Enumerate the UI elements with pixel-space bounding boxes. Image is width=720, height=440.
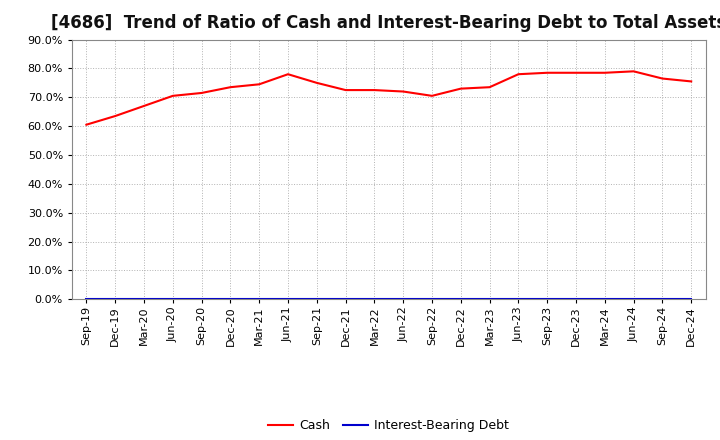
Cash	[226, 84, 235, 90]
Legend: Cash, Interest-Bearing Debt: Cash, Interest-Bearing Debt	[264, 414, 514, 437]
Interest-Bearing Debt	[284, 297, 292, 302]
Interest-Bearing Debt	[456, 297, 465, 302]
Cash	[572, 70, 580, 75]
Interest-Bearing Debt	[600, 297, 609, 302]
Interest-Bearing Debt	[370, 297, 379, 302]
Interest-Bearing Debt	[572, 297, 580, 302]
Cash	[687, 79, 696, 84]
Title: [4686]  Trend of Ratio of Cash and Interest-Bearing Debt to Total Assets: [4686] Trend of Ratio of Cash and Intere…	[51, 15, 720, 33]
Cash	[168, 93, 177, 99]
Cash	[284, 72, 292, 77]
Cash	[140, 103, 148, 109]
Cash	[197, 90, 206, 95]
Interest-Bearing Debt	[140, 297, 148, 302]
Cash	[370, 88, 379, 93]
Interest-Bearing Debt	[514, 297, 523, 302]
Cash	[658, 76, 667, 81]
Cash	[629, 69, 638, 74]
Interest-Bearing Debt	[629, 297, 638, 302]
Interest-Bearing Debt	[428, 297, 436, 302]
Cash	[600, 70, 609, 75]
Cash	[485, 84, 494, 90]
Cash	[111, 114, 120, 119]
Interest-Bearing Debt	[168, 297, 177, 302]
Interest-Bearing Debt	[197, 297, 206, 302]
Interest-Bearing Debt	[485, 297, 494, 302]
Cash	[543, 70, 552, 75]
Interest-Bearing Debt	[399, 297, 408, 302]
Interest-Bearing Debt	[341, 297, 350, 302]
Interest-Bearing Debt	[687, 297, 696, 302]
Cash	[312, 80, 321, 85]
Cash	[341, 88, 350, 93]
Interest-Bearing Debt	[226, 297, 235, 302]
Cash	[428, 93, 436, 99]
Interest-Bearing Debt	[111, 297, 120, 302]
Interest-Bearing Debt	[312, 297, 321, 302]
Interest-Bearing Debt	[82, 297, 91, 302]
Cash	[456, 86, 465, 91]
Line: Cash: Cash	[86, 71, 691, 125]
Interest-Bearing Debt	[658, 297, 667, 302]
Cash	[514, 72, 523, 77]
Cash	[399, 89, 408, 94]
Cash	[82, 122, 91, 127]
Interest-Bearing Debt	[543, 297, 552, 302]
Cash	[255, 82, 264, 87]
Interest-Bearing Debt	[255, 297, 264, 302]
